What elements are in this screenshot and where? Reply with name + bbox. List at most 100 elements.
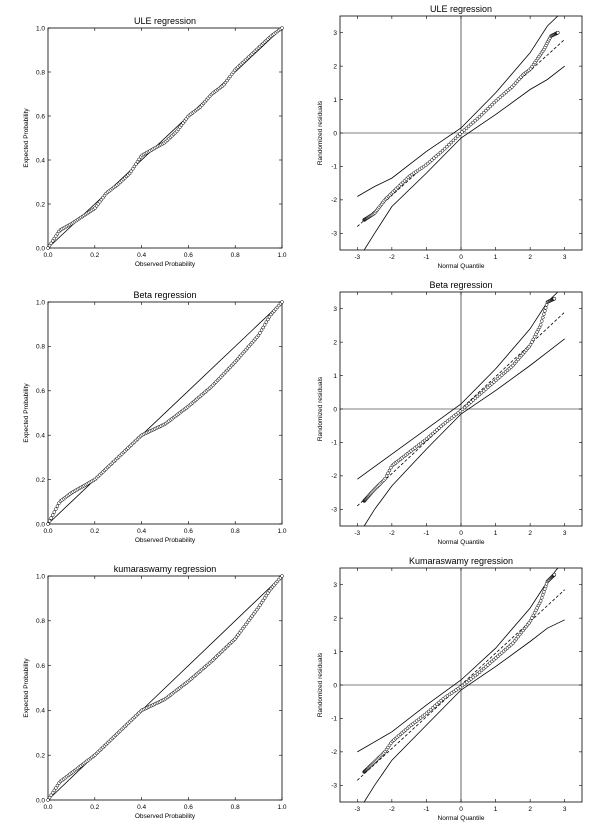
pp-point bbox=[52, 236, 57, 241]
x-tick-label: -2 bbox=[389, 806, 395, 813]
residual-point bbox=[434, 154, 438, 159]
residual-point bbox=[467, 402, 471, 406]
chart-panel-2: ULE regression -3 -2 -1 0 1 2 3 -3 -2 -1 0 1 2 3 Normal… bbox=[317, 4, 583, 270]
y-tick-label: -1 bbox=[331, 716, 337, 723]
pp-point bbox=[55, 232, 60, 236]
residual-point bbox=[475, 117, 480, 121]
pp-point bbox=[47, 243, 52, 248]
x-tick-label: 0.2 bbox=[90, 528, 99, 535]
residual-point bbox=[552, 572, 557, 577]
chart-title: ULE regression bbox=[430, 4, 492, 14]
y-axis-label: Randomized residuals bbox=[317, 100, 324, 165]
residual-point bbox=[469, 400, 473, 404]
x-tick-label: 0.6 bbox=[184, 252, 193, 259]
pp-point bbox=[134, 162, 138, 166]
pp-point bbox=[54, 234, 58, 238]
y-tick-label: 3 bbox=[333, 582, 337, 589]
residual-point bbox=[471, 120, 475, 125]
residual-point bbox=[479, 112, 484, 117]
pp-point bbox=[262, 323, 267, 327]
residual-point bbox=[482, 110, 486, 115]
x-tick-label: 2 bbox=[528, 806, 532, 813]
residual-point bbox=[540, 319, 544, 323]
pp-point bbox=[55, 504, 60, 508]
x-tick-label: -1 bbox=[424, 530, 430, 537]
pp-point bbox=[261, 598, 265, 603]
x-tick-label: -3 bbox=[354, 530, 360, 537]
pp-point bbox=[49, 241, 53, 246]
y-tick-label: 3 bbox=[333, 30, 337, 37]
x-tick-label: 0.4 bbox=[137, 804, 146, 811]
residual-point bbox=[453, 136, 458, 141]
chart-title: Beta regression bbox=[133, 290, 196, 300]
chart-panel-3: Beta regression 0.0 0.2 0.4 0.6 0.8 1.0 0.0 0.2 0… bbox=[23, 290, 287, 544]
y-tick-label: 0.4 bbox=[36, 157, 45, 164]
x-tick-label: 1 bbox=[494, 806, 498, 813]
pp-point bbox=[280, 574, 284, 578]
residual-point bbox=[447, 142, 451, 147]
residual-point bbox=[387, 468, 392, 473]
reference-line bbox=[47, 27, 283, 249]
pp-point bbox=[256, 333, 261, 338]
y-tick-label: -2 bbox=[331, 197, 337, 204]
y-tick-label: 0.2 bbox=[36, 477, 45, 484]
chart-title: ULE regression bbox=[134, 16, 196, 26]
residual-point bbox=[451, 138, 456, 143]
x-axis-label: Observed Probability bbox=[135, 537, 196, 544]
x-axis-label: Normal Quantile bbox=[438, 539, 485, 546]
plot-frame bbox=[47, 27, 283, 249]
x-tick-label: -1 bbox=[424, 254, 430, 261]
upper-envelope-line bbox=[357, 16, 559, 197]
x-tick-label: 0.4 bbox=[137, 528, 146, 535]
y-tick-label: -1 bbox=[331, 440, 337, 447]
residual-point bbox=[511, 641, 515, 645]
x-tick-label: 0.2 bbox=[90, 804, 99, 811]
residual-point bbox=[460, 407, 465, 412]
residual-point bbox=[383, 476, 387, 481]
y-axis-label: Expected Probability bbox=[23, 383, 30, 443]
y-tick-label: -2 bbox=[331, 473, 337, 480]
pp-point bbox=[54, 786, 58, 790]
reference-line bbox=[47, 301, 283, 525]
y-axis-label: Expected Probability bbox=[23, 658, 30, 718]
pp-point bbox=[264, 593, 269, 598]
residual-point bbox=[442, 147, 447, 151]
residual-point bbox=[440, 149, 445, 153]
x-tick-label: 0 bbox=[459, 806, 463, 813]
x-tick-label: 0.8 bbox=[231, 804, 240, 811]
pp-point bbox=[259, 328, 264, 332]
residual-point bbox=[436, 152, 440, 157]
pp-point bbox=[54, 507, 58, 511]
residual-point bbox=[384, 474, 389, 478]
chart-panel-1: ULE regression 0.0 0.2 0.4 0.6 0.8 1.0 0.0 0.2 0.… bbox=[23, 16, 287, 268]
pp-point bbox=[47, 519, 52, 523]
y-tick-label: 0 bbox=[333, 682, 337, 689]
x-tick-label: 0.8 bbox=[231, 252, 240, 259]
x-tick-label: 1 bbox=[494, 530, 498, 537]
pp-point bbox=[135, 159, 140, 164]
x-tick-label: 0.6 bbox=[184, 528, 193, 535]
pp-point bbox=[131, 167, 135, 171]
chart-panel-4: Beta regression -3 -2 -1 0 1 2 3 -3 -2 -1 0 1 2 3 Norma… bbox=[317, 280, 583, 546]
y-tick-label: 0 bbox=[333, 130, 337, 137]
y-tick-label: 0.2 bbox=[36, 753, 45, 760]
y-tick-label: 0.2 bbox=[36, 201, 45, 208]
x-axis-label: Observed Probability bbox=[135, 261, 196, 268]
y-tick-label: -3 bbox=[331, 231, 337, 238]
x-tick-label: 0.8 bbox=[231, 528, 240, 535]
residual-point bbox=[488, 104, 492, 109]
y-tick-label: 0.8 bbox=[36, 69, 45, 76]
residual-point bbox=[462, 128, 467, 132]
x-tick-label: -2 bbox=[389, 254, 395, 261]
residual-point bbox=[386, 471, 390, 476]
y-tick-label: 0.0 bbox=[36, 521, 45, 528]
residual-point bbox=[541, 592, 545, 597]
y-tick-label: -3 bbox=[331, 783, 337, 790]
pp-point bbox=[49, 516, 53, 520]
pp-point bbox=[52, 510, 57, 514]
x-tick-label: 0 bbox=[459, 530, 463, 537]
residual-point bbox=[460, 130, 464, 134]
x-tick-label: 1.0 bbox=[277, 252, 286, 259]
y-tick-label: 1 bbox=[333, 97, 337, 104]
x-tick-label: 0 bbox=[459, 254, 463, 261]
